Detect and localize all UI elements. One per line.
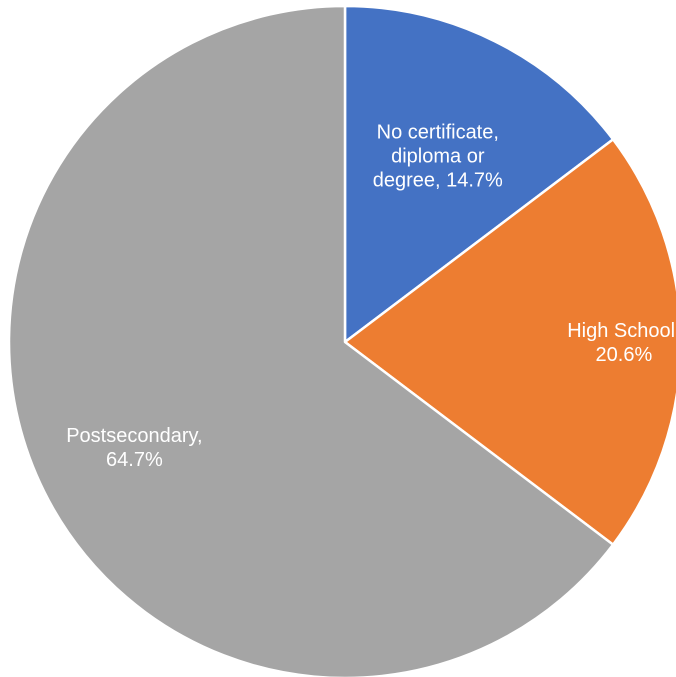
pie-slice-postsecondary <box>7 4 615 677</box>
data-label-high-school: High School, 20.6% <box>567 320 676 366</box>
data-label-no-certificate-diploma-or-degree: No certificate, diploma or degree, 14.7% <box>373 122 503 192</box>
pie-slice-no-certificate-diploma-or-degree <box>343 4 615 344</box>
data-label-line: diploma or <box>391 146 485 168</box>
data-label-line: High School, <box>567 320 676 342</box>
data-label-line: 64.7% <box>106 449 163 471</box>
data-label-line: No certificate, <box>377 122 499 144</box>
pie-slice-high-school <box>343 138 676 546</box>
data-label-line: 20.6% <box>596 344 653 366</box>
data-label-line: Postsecondary, <box>66 425 202 447</box>
data-label-line: degree, 14.7% <box>373 170 503 192</box>
pie-data-labels: No certificate, diploma or degree, 14.7% Hi… <box>66 122 676 471</box>
pie-slices <box>7 4 676 677</box>
data-label-postsecondary: Postsecondary, 64.7% <box>66 425 202 471</box>
